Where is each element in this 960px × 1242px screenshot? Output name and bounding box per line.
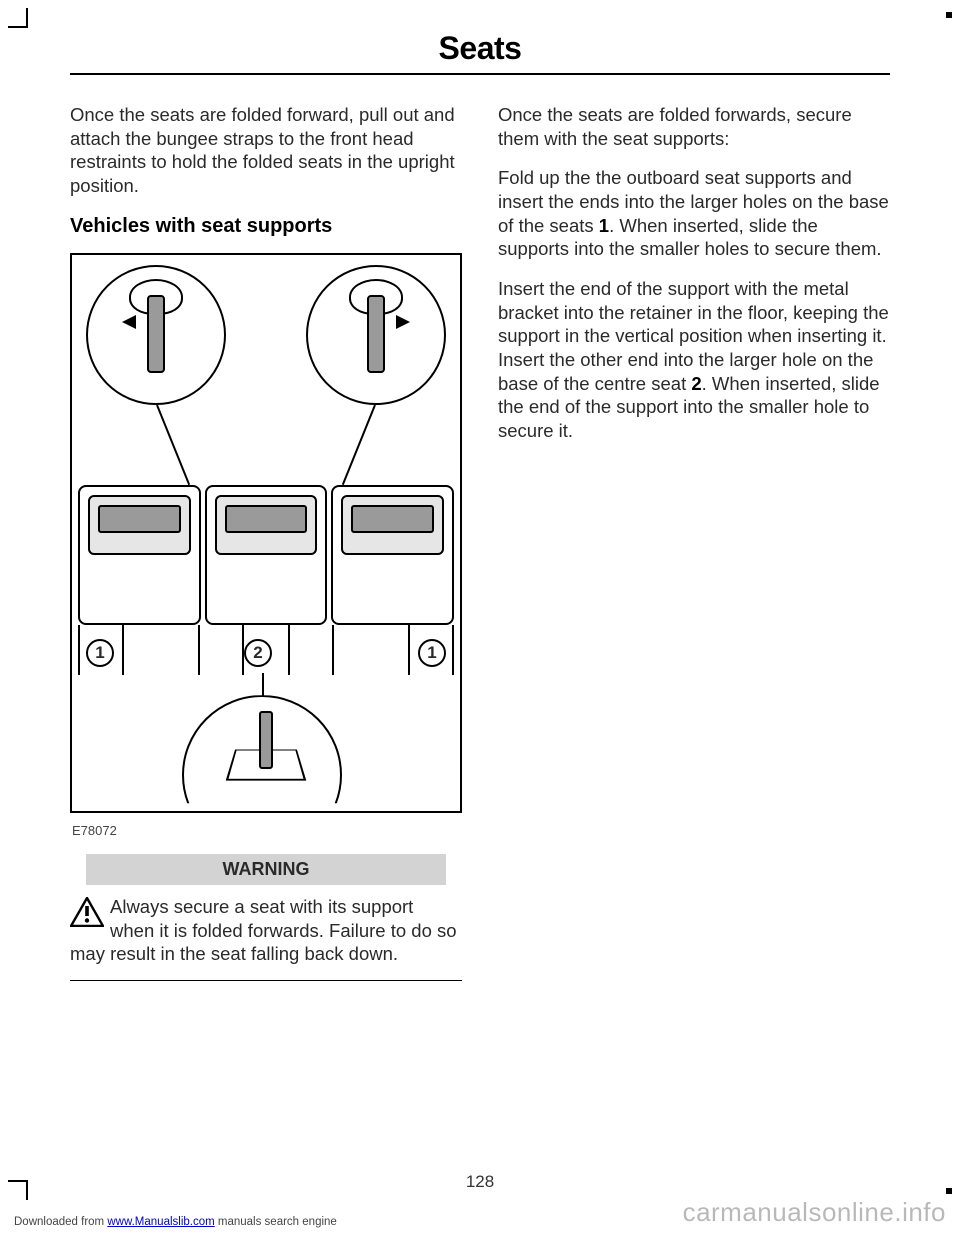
- seat-row: [78, 485, 454, 625]
- right-column: Once the seats are folded forwards, secu…: [498, 103, 890, 981]
- two-column-layout: Once the seats are folded forward, pull …: [70, 103, 890, 981]
- warning-heading: WARNING: [70, 854, 462, 885]
- callout-ref-2: 2: [691, 373, 701, 394]
- peg-icon: [367, 295, 385, 373]
- intro-paragraph: Once the seats are folded forward, pull …: [70, 103, 462, 198]
- leader-line: [156, 405, 190, 485]
- callout-ref-1: 1: [599, 215, 609, 236]
- peg-icon: [147, 295, 165, 373]
- warning-text: Always secure a seat with its support wh…: [70, 896, 457, 964]
- footer-pre: Downloaded from: [14, 1216, 107, 1228]
- header-rule: [70, 73, 890, 75]
- detail-circle-left: [86, 265, 226, 405]
- warning-rule: [70, 980, 462, 981]
- page-title: Seats: [70, 30, 890, 71]
- leg: [288, 625, 334, 675]
- subheading: Vehicles with seat supports: [70, 214, 462, 240]
- watermark: carmanualsonline.info: [683, 1197, 946, 1228]
- crop-mark-tl: [8, 8, 28, 28]
- left-column: Once the seats are folded forward, pull …: [70, 103, 462, 981]
- arrow-left-icon: [122, 315, 136, 329]
- seat-left: [78, 485, 201, 625]
- seat-support-figure: 1 2 1: [70, 253, 462, 813]
- download-footer: Downloaded from www.Manualslib.com manua…: [14, 1216, 337, 1228]
- footer-post: manuals search engine: [215, 1216, 337, 1228]
- page-header: Seats: [70, 30, 890, 75]
- warning-block: Always secure a seat with its support wh…: [70, 895, 462, 966]
- warning-triangle-icon: [70, 897, 104, 927]
- detail-circle-right: [306, 265, 446, 405]
- paragraph: Once the seats are folded forwards, secu…: [498, 103, 890, 150]
- floor-peg: [259, 711, 273, 769]
- paragraph: Fold up the the outboard seat supports a…: [498, 166, 890, 261]
- leg: [198, 625, 244, 675]
- page-number: 128: [0, 1172, 960, 1192]
- page-content: Seats Once the seats are folded forward,…: [70, 30, 890, 1182]
- arrow-right-icon: [396, 315, 410, 329]
- paragraph: Insert the end of the support with the m…: [498, 277, 890, 443]
- figure-code: E78072: [72, 823, 462, 840]
- leader-line: [342, 405, 376, 485]
- manualslib-link[interactable]: www.Manualslib.com: [107, 1216, 214, 1228]
- seat-center: [205, 485, 328, 625]
- crop-tick-tr: [946, 12, 952, 18]
- seat-right: [331, 485, 454, 625]
